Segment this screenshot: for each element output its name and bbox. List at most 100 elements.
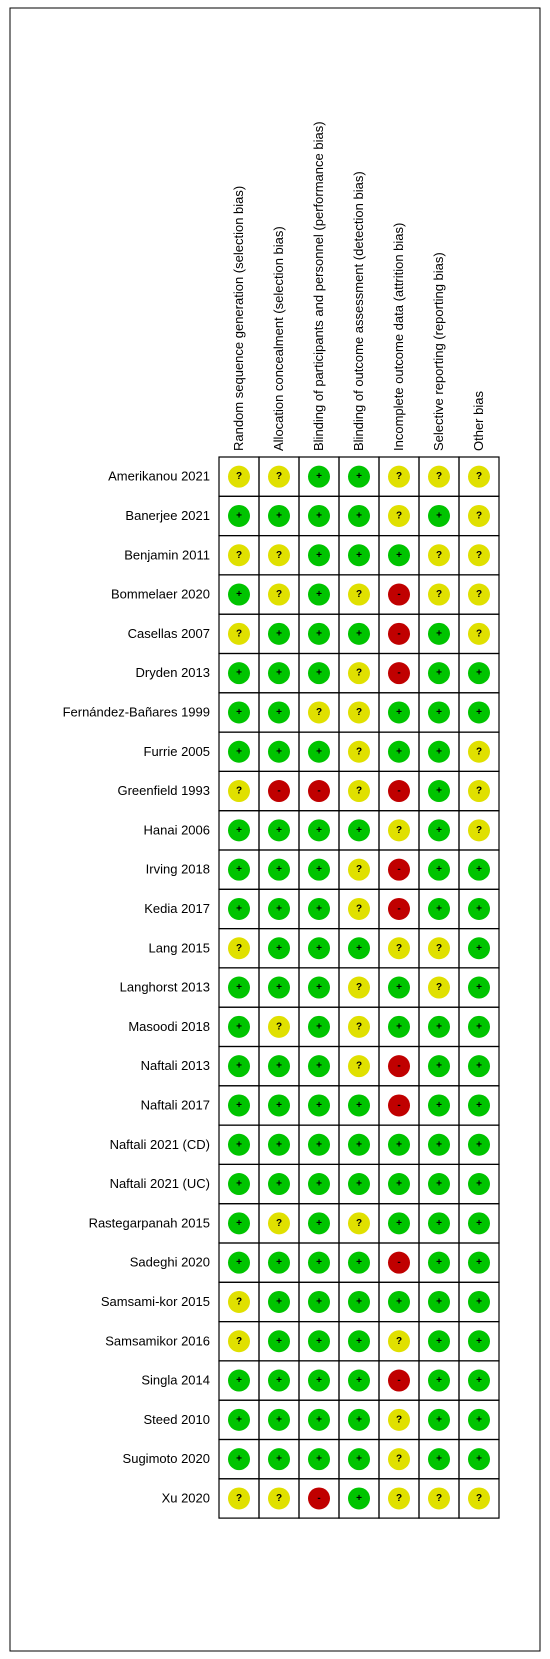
rating-dot	[468, 1015, 490, 1038]
rating-symbol: ?	[396, 1454, 402, 1465]
rating-dot	[308, 544, 330, 567]
study-label: Kedia 2017	[144, 901, 210, 916]
rating-symbol: +	[436, 1414, 442, 1425]
rating-dot	[268, 976, 290, 999]
rating-symbol: +	[316, 864, 322, 875]
rating-dot	[388, 858, 410, 881]
rating-symbol: +	[436, 1218, 442, 1229]
rating-symbol: +	[276, 1375, 282, 1386]
rating-dot	[228, 976, 250, 999]
rating-dot	[468, 819, 490, 842]
rating-symbol: +	[396, 982, 402, 993]
column-header: Other bias	[471, 391, 486, 451]
study-label: Amerikanou 2021	[108, 469, 210, 484]
rating-dot	[428, 858, 450, 881]
rating-dot	[228, 622, 250, 645]
rating-dot	[228, 1094, 250, 1117]
rating-dot	[388, 1173, 410, 1196]
rating-symbol: ?	[476, 510, 482, 521]
rating-dot	[468, 740, 490, 763]
rating-symbol: +	[436, 825, 442, 836]
rating-dot	[268, 662, 290, 685]
rating-dot	[268, 858, 290, 881]
rating-symbol: +	[316, 668, 322, 679]
rating-symbol: +	[356, 1296, 362, 1307]
rating-symbol: +	[316, 1100, 322, 1111]
rating-dot	[348, 1055, 370, 1078]
rating-symbol: ?	[236, 471, 242, 482]
rating-dot	[348, 1330, 370, 1353]
column-header: Selective reporting (reporting bias)	[431, 252, 446, 451]
rating-symbol: +	[316, 1218, 322, 1229]
rating-dot	[228, 897, 250, 920]
rating-symbol: ?	[476, 825, 482, 836]
rating-dot	[268, 1094, 290, 1117]
rating-dot	[348, 1448, 370, 1471]
rating-dot	[428, 819, 450, 842]
rating-symbol: +	[476, 1414, 482, 1425]
rating-symbol: +	[236, 825, 242, 836]
rating-symbol: +	[476, 1296, 482, 1307]
rating-symbol: +	[436, 1100, 442, 1111]
rating-dot	[388, 1369, 410, 1392]
rating-symbol: +	[236, 1139, 242, 1150]
rating-symbol: +	[436, 864, 442, 875]
rating-symbol: -	[397, 668, 400, 679]
rating-dot	[268, 1369, 290, 1392]
rating-dot	[468, 780, 490, 803]
rating-dot	[268, 819, 290, 842]
rating-symbol: +	[396, 1179, 402, 1190]
rating-dot	[388, 504, 410, 527]
study-label: Hanai 2006	[144, 822, 211, 837]
rating-dot	[348, 622, 370, 645]
rating-dot	[388, 897, 410, 920]
study-label: Sadeghi 2020	[130, 1255, 210, 1270]
rating-symbol: +	[476, 1061, 482, 1072]
rating-symbol: +	[316, 1139, 322, 1150]
study-label: Masoodi 2018	[128, 1019, 210, 1034]
rating-dot	[468, 897, 490, 920]
rating-symbol: ?	[436, 982, 442, 993]
rating-symbol: +	[396, 550, 402, 561]
rating-dot	[268, 780, 290, 803]
rating-symbol: +	[236, 1100, 242, 1111]
rating-symbol: -	[397, 903, 400, 914]
rating-dot	[268, 1173, 290, 1196]
rating-symbol: +	[396, 1218, 402, 1229]
rating-symbol: +	[316, 1179, 322, 1190]
rating-dot	[268, 897, 290, 920]
rating-dot	[308, 1448, 330, 1471]
rating-symbol: +	[276, 1454, 282, 1465]
rating-symbol: ?	[396, 1493, 402, 1504]
rating-symbol: ?	[356, 864, 362, 875]
rating-dot	[428, 1330, 450, 1353]
rating-dot	[348, 1212, 370, 1235]
rating-symbol: +	[356, 1257, 362, 1268]
rating-dot	[468, 662, 490, 685]
rating-dot	[268, 1055, 290, 1078]
rating-symbol: +	[436, 1139, 442, 1150]
rating-dot	[308, 1290, 330, 1313]
rating-dot	[468, 1408, 490, 1431]
rating-symbol: ?	[276, 1021, 282, 1032]
rating-dot	[428, 1487, 450, 1510]
rating-dot	[228, 1055, 250, 1078]
rating-symbol: +	[236, 1061, 242, 1072]
rating-symbol: +	[436, 1454, 442, 1465]
rating-dot	[388, 583, 410, 606]
rating-dot	[468, 1173, 490, 1196]
rating-symbol: -	[397, 589, 400, 600]
rating-symbol: +	[316, 1021, 322, 1032]
rating-symbol: ?	[236, 1336, 242, 1347]
rating-dot	[308, 1094, 330, 1117]
rating-symbol: ?	[436, 471, 442, 482]
rating-symbol: +	[396, 707, 402, 718]
rating-dot	[468, 1212, 490, 1235]
rating-symbol: +	[476, 668, 482, 679]
rating-symbol: ?	[276, 1218, 282, 1229]
rating-symbol: ?	[356, 982, 362, 993]
column-header: Incomplete outcome data (attrition bias)	[391, 223, 406, 451]
rating-symbol: -	[397, 864, 400, 875]
rating-dot	[268, 1330, 290, 1353]
rating-dot	[388, 1290, 410, 1313]
